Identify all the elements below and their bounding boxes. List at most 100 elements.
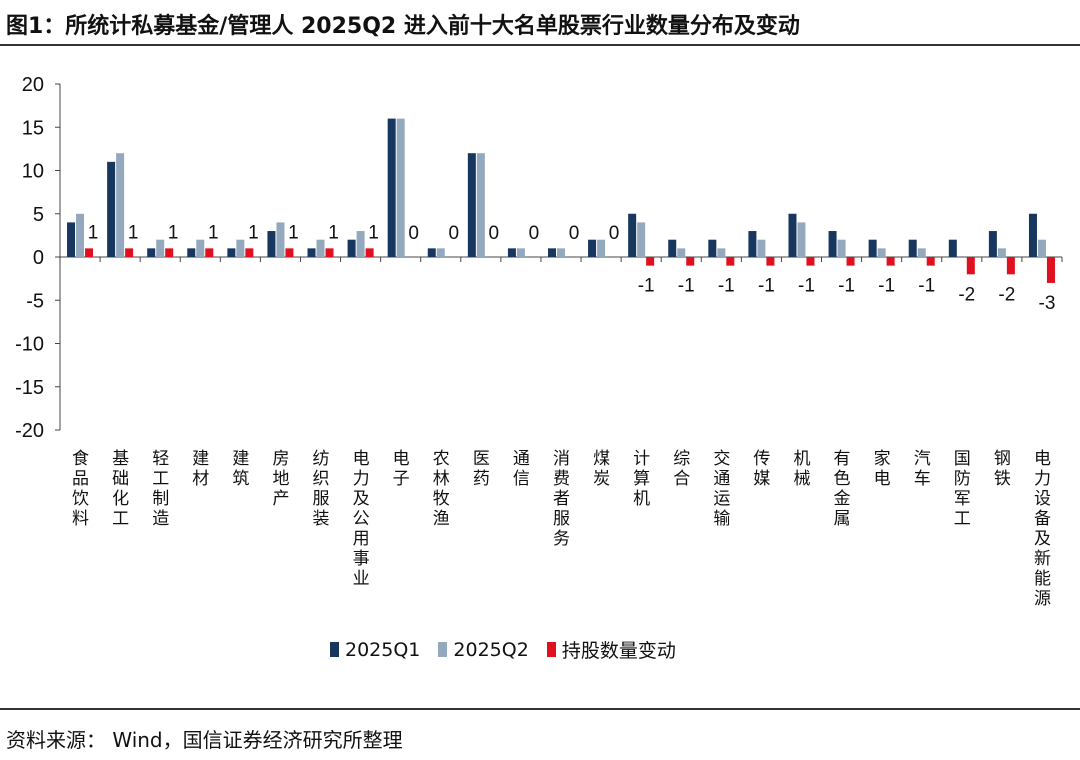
source-note: 资料来源： Wind，国信证券经济研究所整理 <box>6 728 403 752</box>
bar-q1 <box>467 153 476 257</box>
bar-q1 <box>988 231 997 257</box>
data-label-change: -1 <box>638 276 655 297</box>
data-label-change: 1 <box>88 222 99 243</box>
legend-label-change: 持股数量变动 <box>561 640 676 662</box>
bar-change <box>1046 257 1055 283</box>
data-label-change: 1 <box>288 222 299 243</box>
data-label-change: 0 <box>408 223 419 244</box>
x-tick-label: 基础化工 <box>112 449 129 529</box>
x-tick-label: 纺织服装 <box>313 449 330 529</box>
data-label-change: 1 <box>208 222 219 243</box>
x-tick-label: 国防军工 <box>954 449 971 529</box>
bar-change <box>966 257 975 275</box>
x-tick-label: 轻工制造 <box>152 449 169 529</box>
y-tick-label: 15 <box>22 117 44 139</box>
data-label-change: 1 <box>248 222 259 243</box>
data-label-change: 0 <box>529 223 540 244</box>
bar-q1 <box>107 161 116 257</box>
bar-q2 <box>677 248 686 257</box>
x-tick-label: 消费者服务 <box>553 449 570 549</box>
bar-q1 <box>868 239 877 257</box>
x-tick-label: 电子 <box>393 449 410 489</box>
bar-q1 <box>267 231 276 257</box>
legend-swatch-q2 <box>438 642 448 657</box>
x-tick-label: 建筑 <box>232 449 249 489</box>
bar-change <box>165 248 174 257</box>
bar-change <box>886 257 895 266</box>
bar-q2 <box>557 248 565 257</box>
bar-q1 <box>588 239 597 257</box>
x-tick-label: 农林牧渔 <box>433 449 450 529</box>
bar-q1 <box>548 248 556 257</box>
x-tick-label: 有色金属 <box>834 449 851 529</box>
x-tick-label: 家电 <box>874 449 891 489</box>
legend-item-change: 持股数量变动 <box>546 636 676 663</box>
bar-q1 <box>748 231 757 257</box>
chart-legend: 2025Q1 2025Q2 持股数量变动 <box>330 636 676 663</box>
x-tick-label: 汽车 <box>914 449 931 489</box>
bar-q2 <box>797 222 806 257</box>
data-label-change: 0 <box>609 223 620 244</box>
bar-change <box>926 257 935 266</box>
bar-chart: 20151050-5-10-15-201食品饮料1基础化工1轻工制造1建材1建筑… <box>15 74 1063 609</box>
data-label-change: -1 <box>798 276 815 297</box>
bar-q1 <box>668 239 677 257</box>
x-tick-label: 食品饮料 <box>72 449 89 529</box>
bar-q2 <box>196 239 205 257</box>
bar-q2 <box>997 248 1006 257</box>
legend-label-q2: 2025Q2 <box>453 638 529 661</box>
bar-q1 <box>387 118 396 257</box>
bar-change <box>205 248 214 257</box>
bar-q2 <box>236 239 245 257</box>
bar-change <box>245 248 254 257</box>
bar-change <box>365 248 374 257</box>
bar-change <box>85 248 94 257</box>
x-tick-label: 房地产 <box>272 449 289 509</box>
bar-q1 <box>828 231 837 257</box>
bar-change <box>726 257 735 266</box>
x-tick-label: 传媒 <box>753 449 770 489</box>
bar-q1 <box>788 213 797 257</box>
bar-change <box>766 257 775 266</box>
bar-q1 <box>67 222 76 257</box>
x-tick-label: 电力及公用事业 <box>353 449 370 589</box>
bar-q2 <box>436 248 445 257</box>
x-tick-label: 交通运输 <box>713 449 730 529</box>
bar-change <box>125 248 134 257</box>
data-label-change: 0 <box>448 223 459 244</box>
bar-q1 <box>908 239 917 257</box>
bar-change <box>686 257 695 266</box>
bar-q1 <box>227 248 236 257</box>
bar-q2 <box>76 213 85 257</box>
bar-q2 <box>837 239 846 257</box>
bar-q2 <box>1037 239 1046 257</box>
bar-q1 <box>708 239 717 257</box>
data-label-change: -2 <box>958 284 975 305</box>
bar-q2 <box>757 239 766 257</box>
data-label-change: -1 <box>838 276 855 297</box>
bar-q2 <box>637 222 646 257</box>
x-tick-label: 计算机 <box>633 449 650 509</box>
x-tick-label: 综合 <box>673 449 690 489</box>
bar-q2 <box>116 153 125 257</box>
bar-q2 <box>877 248 886 257</box>
bar-change <box>325 248 334 257</box>
bar-q1 <box>187 248 196 257</box>
data-label-change: -1 <box>718 276 735 297</box>
data-label-change: -3 <box>1039 293 1056 314</box>
data-label-change: -1 <box>758 276 775 297</box>
x-tick-label: 建材 <box>192 449 209 489</box>
title-bar: 图1：所统计私募基金/管理人 2025Q2 进入前十大名单股票行业数量分布及变动 <box>0 0 1080 46</box>
bar-q2 <box>156 239 165 257</box>
legend-item-q2: 2025Q2 <box>438 638 529 661</box>
legend-swatch-change <box>546 642 556 657</box>
bar-change <box>1006 257 1015 275</box>
y-tick-label: 20 <box>22 74 44 96</box>
bar-q2 <box>356 231 365 257</box>
bar-q2 <box>917 248 926 257</box>
bar-q2 <box>316 239 325 257</box>
x-tick-label: 煤炭 <box>593 449 610 489</box>
bar-q1 <box>427 248 436 257</box>
data-label-change: -1 <box>678 276 695 297</box>
x-tick-label: 电力设备及新能源 <box>1034 449 1051 609</box>
